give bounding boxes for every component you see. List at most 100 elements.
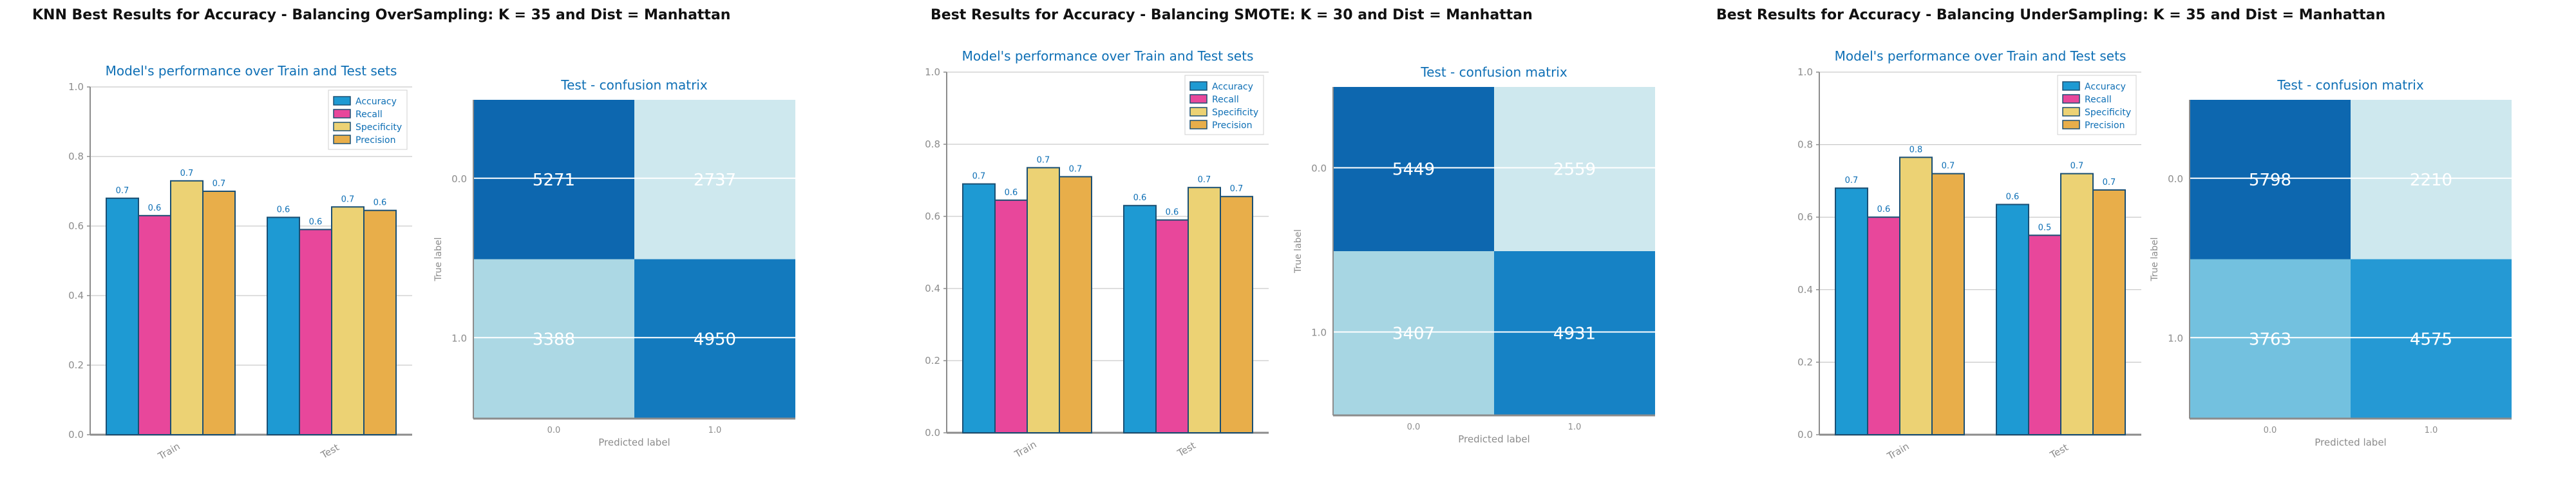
legend-label: Specificity <box>2085 108 2131 118</box>
figure-title: KNN Best Results for Accuracy - Balancin… <box>32 7 730 23</box>
figure-title: Best Results for Accuracy - Balancing SM… <box>931 7 1533 23</box>
bar-precision-test <box>363 209 397 435</box>
bar-recall-train <box>138 214 171 435</box>
cm-cell-value: 2737 <box>694 171 736 190</box>
bar-data-label: 0.7 <box>1942 162 1955 171</box>
cm-cell <box>634 259 795 419</box>
confusion-matrix: Test - confusion matrix 5798 2210 0.0 3763 45… <box>2150 77 2512 448</box>
bar-accuracy-test <box>1996 204 2029 435</box>
bar-data-label: 0.7 <box>1198 175 1211 185</box>
legend-label: Specificity <box>355 122 402 133</box>
legend-swatch <box>333 122 351 131</box>
cm-cell-value: 2559 <box>1553 160 1596 180</box>
bar-chart-title: Model's performance over Train and Test … <box>962 48 1254 64</box>
figure-panel-3: Best Results for Accuracy - Balancing Un… <box>1716 7 2512 462</box>
y-tick-label: 0.6 <box>68 220 84 232</box>
y-tick-label: 0.6 <box>1797 211 1813 223</box>
legend-label: Accuracy <box>1212 82 1253 92</box>
bar-data-label: 0.6 <box>148 204 162 213</box>
legend-label: Precision <box>355 135 395 146</box>
bar-data-label: 0.6 <box>1877 205 1891 214</box>
x-tick-label: Train <box>156 440 182 462</box>
confusion-matrix: Test - confusion matrix 5271 2737 0.0 3388 49… <box>433 77 795 448</box>
bar-data-label: 0.5 <box>2038 223 2052 232</box>
y-tick-label: 0.2 <box>925 355 940 366</box>
legend-swatch <box>2062 120 2080 129</box>
cm-cell-value: 4575 <box>2410 330 2452 349</box>
bar-recall-train <box>1867 216 1900 435</box>
bar-chart: Model's performance over Train and Test … <box>68 63 412 462</box>
cm-cell-value: 3763 <box>2249 330 2291 349</box>
bar-recall-test <box>2028 234 2061 435</box>
cm-y-tick-label: 1.0 <box>2168 332 2183 344</box>
cm-y-tick-label: 0.0 <box>2168 173 2183 185</box>
bar-specificity-test <box>2060 173 2094 435</box>
cm-cell <box>2190 259 2351 419</box>
bar-specificity-test <box>331 206 365 435</box>
bar-data-label: 0.7 <box>341 194 355 204</box>
cm-cell-value: 5449 <box>1392 160 1435 180</box>
y-tick-label: 1.0 <box>1797 66 1813 78</box>
figure-panel-1: KNN Best Results for Accuracy - Balancin… <box>32 7 795 462</box>
y-tick-label: 0.6 <box>925 211 940 222</box>
cm-cell-value: 4931 <box>1553 325 1596 344</box>
y-tick-label: 0.4 <box>68 290 84 301</box>
cm-cell <box>1333 87 1494 251</box>
bar-data-label: 0.7 <box>180 169 194 178</box>
x-tick-label: Train <box>1885 440 1911 462</box>
bar-accuracy-train <box>1835 187 1868 435</box>
bar-data-label: 0.6 <box>374 198 387 208</box>
confusion-matrix-title: Test - confusion matrix <box>1420 64 1567 80</box>
bar-chart: Model's performance over Train and Test … <box>1797 48 2141 462</box>
y-tick-label: 0.0 <box>68 429 84 440</box>
cm-cell <box>1494 251 1655 415</box>
legend-swatch <box>333 135 351 144</box>
x-tick-label: Test <box>318 441 341 461</box>
cm-x-label: Predicted label <box>2315 437 2386 448</box>
bar-specificity-train <box>170 180 204 435</box>
y-tick-label: 0.8 <box>925 138 940 150</box>
bar-precision-train <box>202 191 236 435</box>
bar-data-label: 0.7 <box>972 172 986 182</box>
bar-recall-test <box>1155 219 1189 433</box>
bar-specificity-train <box>1899 156 1933 435</box>
bar-recall-test <box>299 229 332 435</box>
confusion-matrix: Test - confusion matrix 5449 2559 0.0 3407 49… <box>1293 64 1655 445</box>
cm-y-tick-label: 0.0 <box>451 173 467 185</box>
cm-cell-value: 2210 <box>2410 171 2452 190</box>
cm-cell <box>2351 100 2512 260</box>
bar-data-label: 0.7 <box>1037 155 1050 165</box>
cm-cell-value: 3407 <box>1392 325 1435 344</box>
y-tick-label: 0.4 <box>1797 284 1813 296</box>
cm-x-tick-label: 0.0 <box>2264 426 2277 435</box>
cm-x-tick-label: 0.0 <box>1407 422 1421 432</box>
confusion-matrix-title: Test - confusion matrix <box>2277 77 2424 93</box>
legend: Accuracy Recall Specificity Precision <box>2057 75 2137 135</box>
figure-panel-2: Best Results for Accuracy - Balancing SM… <box>925 7 1655 460</box>
bar-data-label: 0.7 <box>116 186 129 196</box>
legend-label: Precision <box>1212 120 1252 131</box>
cm-cell-value: 3388 <box>533 330 575 349</box>
y-tick-label: 0.0 <box>1797 429 1813 440</box>
legend-swatch <box>1189 94 1208 104</box>
y-tick-label: 0.8 <box>68 151 84 162</box>
bar-data-label: 0.6 <box>277 205 290 215</box>
bar-data-label: 0.6 <box>1133 193 1147 203</box>
cm-x-tick-label: 1.0 <box>2425 426 2438 435</box>
bar-accuracy-train <box>106 197 139 435</box>
bar-data-label: 0.7 <box>1230 184 1244 194</box>
x-tick-label: Train <box>1012 439 1039 460</box>
bar-accuracy-test <box>1123 205 1157 433</box>
cm-cell <box>473 100 634 260</box>
bar-specificity-train <box>1027 167 1060 433</box>
x-tick-label: Test <box>2047 441 2070 461</box>
cm-y-label: True label <box>1293 229 1303 274</box>
legend-swatch <box>333 96 351 106</box>
bar-data-label: 0.6 <box>1166 208 1179 218</box>
bar-chart: Model's performance over Train and Test … <box>925 48 1269 460</box>
cm-x-label: Predicted label <box>1458 433 1530 445</box>
bar-precision-test <box>1220 196 1253 433</box>
legend-swatch <box>333 109 351 118</box>
bar-accuracy-train <box>962 183 996 433</box>
